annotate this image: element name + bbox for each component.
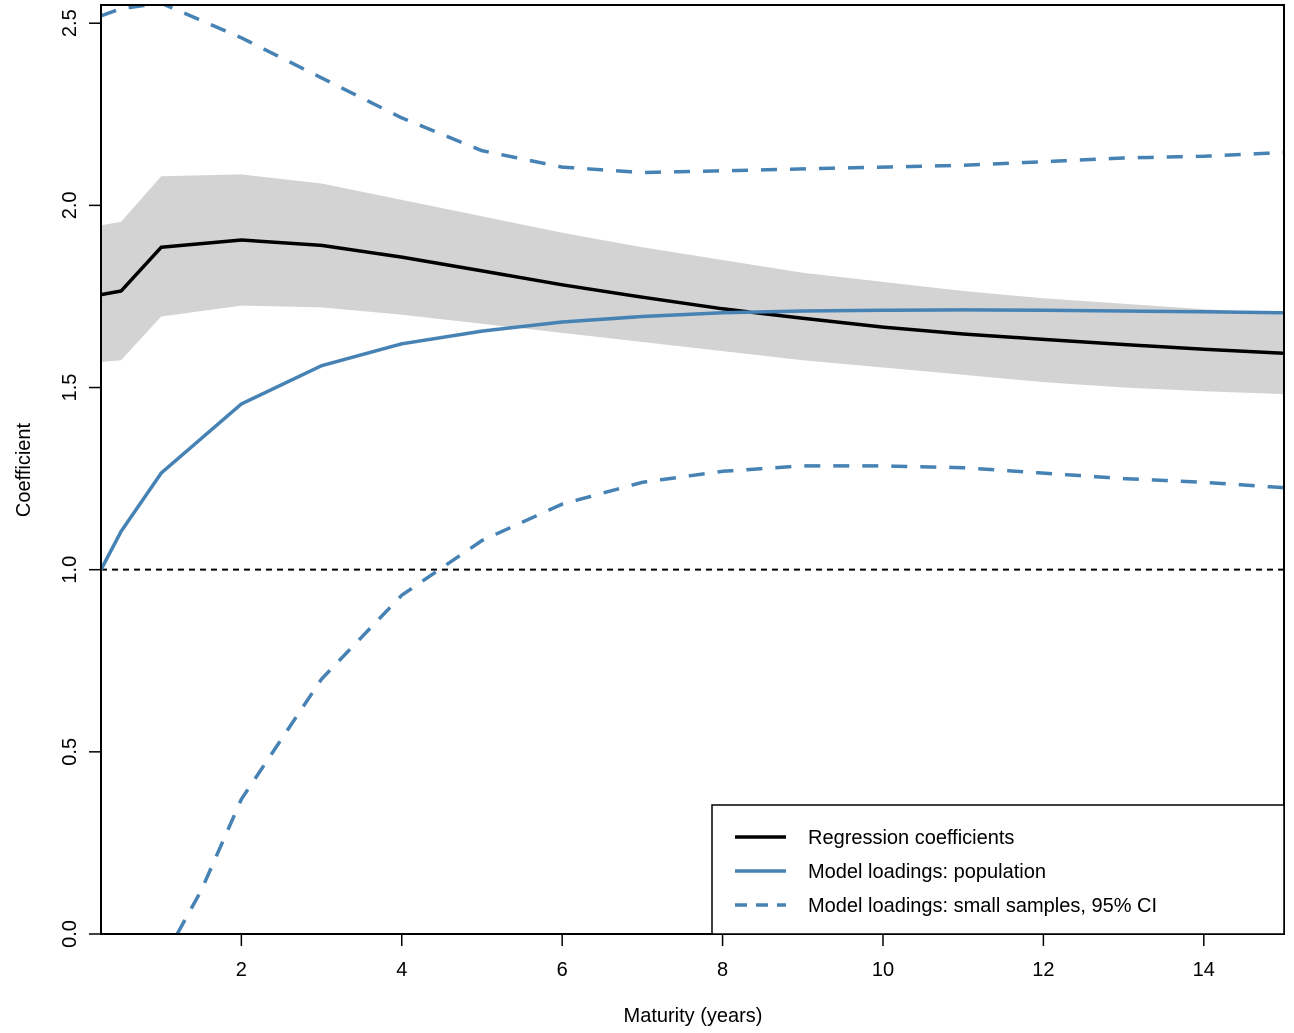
x-tick-label: 14 — [1193, 959, 1215, 981]
legend-label-population: Model loadings: population — [808, 861, 1046, 883]
legend-label-regression: Regression coefficients — [808, 827, 1014, 849]
y-tick-label: 1.0 — [59, 556, 81, 584]
legend-label-small-samples: Model loadings: small samples, 95% CI — [808, 895, 1157, 917]
y-tick-label: 0.0 — [59, 920, 81, 948]
plot-frame — [100, 4, 1285, 935]
regression-confidence-band — [101, 174, 1284, 395]
series-model-ci-upper — [101, 5, 1284, 175]
x-tick-label: 4 — [396, 959, 407, 981]
plot-area — [100, 4, 1285, 935]
y-tick-label: 2.5 — [59, 9, 81, 37]
legend-box — [711, 804, 1285, 935]
y-tick-label: 1.5 — [59, 374, 81, 402]
series-model-population — [101, 308, 1284, 571]
x-tick-label: 8 — [717, 959, 728, 981]
y-axis-title: Coefficient — [13, 422, 35, 517]
y-tick-label: 0.5 — [59, 738, 81, 766]
x-tick-label: 10 — [872, 959, 894, 981]
y-axis: 0.0 0.5 1.0 1.5 2.0 2.5 — [59, 9, 101, 948]
series-regression-coefficients — [101, 238, 1284, 356]
x-tick-label: 12 — [1032, 959, 1054, 981]
series-layer — [101, 5, 1284, 934]
x-axis-title: Maturity (years) — [624, 1005, 763, 1027]
x-tick-label: 6 — [557, 959, 568, 981]
x-tick-label: 2 — [236, 959, 247, 981]
legend: Regression coefficients Model loadings: … — [711, 804, 1285, 935]
y-tick-label: 2.0 — [59, 191, 81, 219]
x-axis: 2 4 6 8 10 12 14 — [236, 934, 1215, 981]
